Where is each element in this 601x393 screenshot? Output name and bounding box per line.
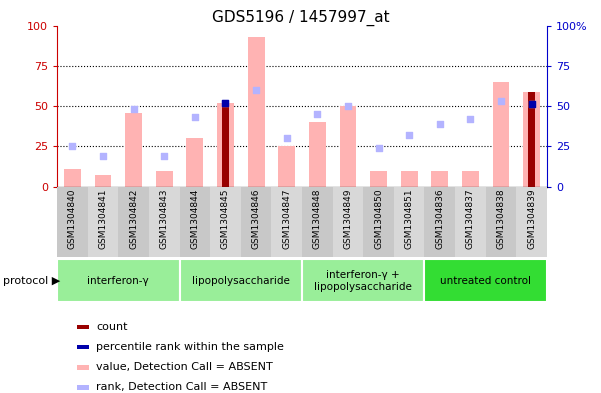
Bar <box>94 175 111 187</box>
Bar <box>88 187 118 257</box>
Bar <box>401 171 418 187</box>
Text: GSM1304841: GSM1304841 <box>99 189 108 249</box>
Bar <box>210 187 241 257</box>
Bar <box>462 171 479 187</box>
Bar <box>57 187 88 257</box>
Bar <box>424 259 547 302</box>
Bar <box>516 187 547 257</box>
Point <box>67 143 77 149</box>
Point <box>159 153 169 159</box>
Bar <box>493 82 510 187</box>
Bar <box>77 345 89 349</box>
Point <box>221 100 230 106</box>
Bar <box>278 146 295 187</box>
Bar <box>455 187 486 257</box>
Text: GSM1304851: GSM1304851 <box>404 189 413 250</box>
Point <box>129 106 138 112</box>
Text: GSM1304836: GSM1304836 <box>435 189 444 250</box>
Bar <box>363 187 394 257</box>
Text: GSM1304847: GSM1304847 <box>282 189 291 249</box>
Text: GSM1304838: GSM1304838 <box>496 189 505 250</box>
Bar <box>77 365 89 370</box>
Bar <box>309 122 326 187</box>
Point <box>435 121 445 127</box>
Point <box>343 103 353 109</box>
Bar <box>186 138 203 187</box>
Text: rank, Detection Call = ABSENT: rank, Detection Call = ABSENT <box>96 382 267 392</box>
Bar <box>424 187 455 257</box>
Bar <box>149 187 180 257</box>
Bar <box>241 187 272 257</box>
Point <box>404 132 414 138</box>
Text: GSM1304839: GSM1304839 <box>527 189 536 250</box>
Point <box>98 153 108 159</box>
Text: percentile rank within the sample: percentile rank within the sample <box>96 342 284 352</box>
Text: GSM1304850: GSM1304850 <box>374 189 383 250</box>
Bar <box>118 187 149 257</box>
Bar <box>125 112 142 187</box>
Text: GSM1304837: GSM1304837 <box>466 189 475 250</box>
Bar <box>180 187 210 257</box>
Text: value, Detection Call = ABSENT: value, Detection Call = ABSENT <box>96 362 273 372</box>
Bar <box>180 259 302 302</box>
Text: interferon-γ +
lipopolysaccharide: interferon-γ + lipopolysaccharide <box>314 270 412 292</box>
Bar <box>302 259 424 302</box>
Bar <box>64 169 81 187</box>
Text: lipopolysaccharide: lipopolysaccharide <box>192 276 290 286</box>
Text: untreated control: untreated control <box>440 276 531 286</box>
Point <box>527 101 537 108</box>
Text: GDS5196 / 1457997_at: GDS5196 / 1457997_at <box>212 10 389 26</box>
Point <box>190 114 200 121</box>
Text: count: count <box>96 322 128 332</box>
Bar <box>272 187 302 257</box>
Bar <box>57 259 180 302</box>
Bar <box>394 187 424 257</box>
Bar <box>217 103 234 187</box>
Text: GSM1304843: GSM1304843 <box>160 189 169 249</box>
Text: GSM1304844: GSM1304844 <box>191 189 200 249</box>
Bar <box>523 92 540 187</box>
Point <box>221 100 230 106</box>
Point <box>527 101 537 108</box>
Point <box>466 116 475 122</box>
Text: GSM1304842: GSM1304842 <box>129 189 138 249</box>
Point <box>313 111 322 117</box>
Text: GSM1304849: GSM1304849 <box>343 189 352 249</box>
Bar <box>77 385 89 390</box>
Text: GSM1304848: GSM1304848 <box>313 189 322 249</box>
Text: GSM1304846: GSM1304846 <box>252 189 261 249</box>
Bar <box>432 171 448 187</box>
Bar <box>340 106 356 187</box>
Bar <box>77 325 89 329</box>
Text: interferon-γ: interferon-γ <box>88 276 149 286</box>
Bar <box>248 37 264 187</box>
Bar <box>156 171 172 187</box>
Bar <box>222 103 229 187</box>
Text: GSM1304840: GSM1304840 <box>68 189 77 249</box>
Bar <box>486 187 516 257</box>
Point <box>282 135 291 141</box>
Text: protocol ▶: protocol ▶ <box>3 276 60 286</box>
Text: GSM1304845: GSM1304845 <box>221 189 230 249</box>
Bar <box>302 187 332 257</box>
Bar <box>370 171 387 187</box>
Point <box>496 98 506 105</box>
Bar <box>332 187 363 257</box>
Point <box>251 87 261 93</box>
Point <box>374 145 383 151</box>
Bar <box>528 92 535 187</box>
